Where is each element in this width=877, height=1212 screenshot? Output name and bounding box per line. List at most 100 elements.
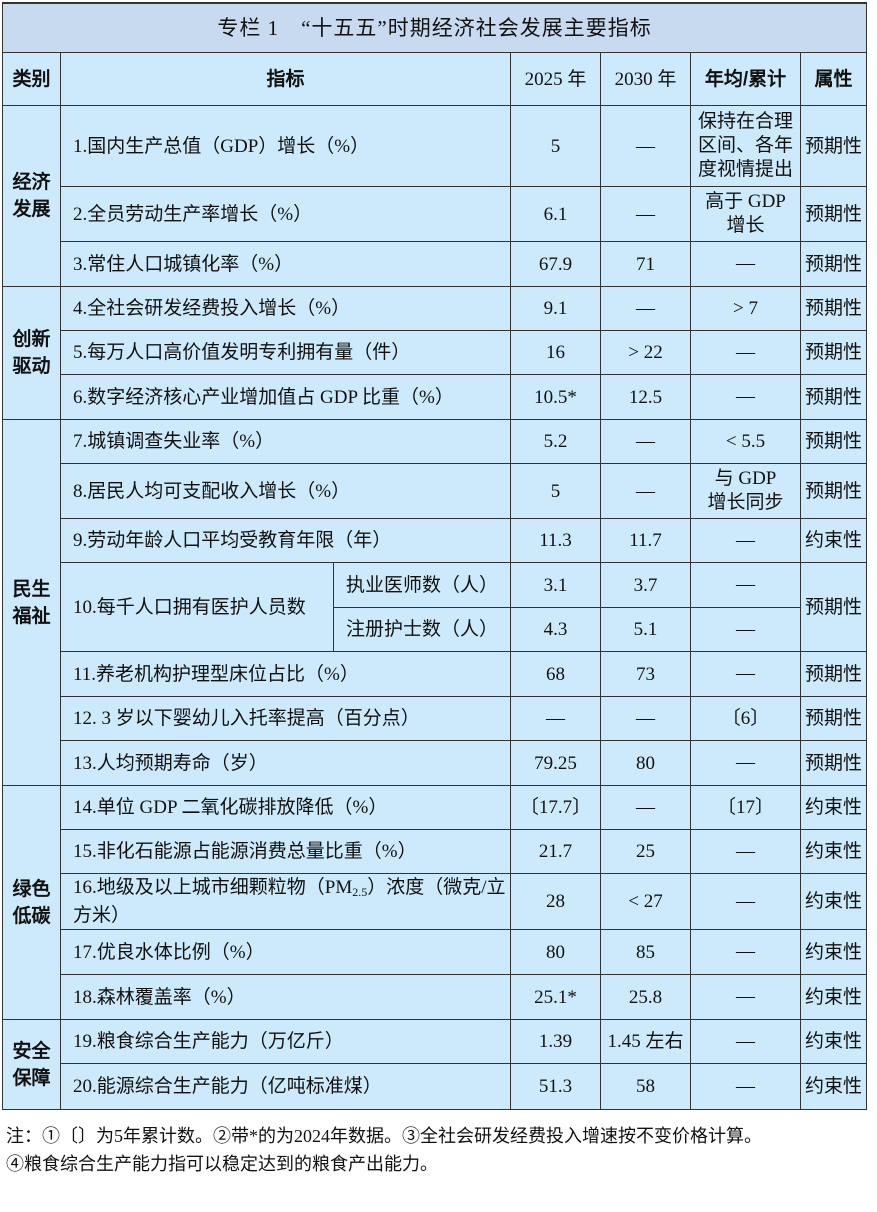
indicator-table: 专栏 1 “十五五”时期经济社会发展主要指标 类别 指标 2025 年 2030… [1, 2, 868, 1110]
value-2030-cell: — [600, 105, 691, 187]
annual-cumulative-cell: — [690, 241, 801, 287]
annual-cumulative-cell: — [690, 607, 801, 652]
annual-cumulative-cell: 〔17〕 [690, 785, 801, 830]
header-2030: 2030 年 [600, 52, 691, 106]
value-2030-cell: — [600, 419, 691, 464]
value-2030-cell: — [600, 286, 691, 331]
indicator-cell: 13.人均预期寿命（岁） [60, 740, 511, 786]
value-2030-cell: — [600, 463, 691, 519]
value-2030-cell: 5.1 [600, 607, 691, 652]
indicator-cell: 15.非化石能源占能源消费总量比重（%） [60, 829, 511, 874]
attribute-cell: 约束性 [799, 974, 868, 1020]
indicator-text-sub: 2.5 [352, 885, 368, 899]
table-row: 安全 保障 19.粮食综合生产能力（万亿斤） 1.39 1.45 左右 — 约束性 [2, 1019, 868, 1110]
value-2025-cell: 3.1 [510, 562, 601, 608]
value-2030-cell: 71 [600, 241, 691, 287]
indicator-cell: 20.能源综合生产能力（亿吨标准煤） [60, 1063, 511, 1110]
table-row: 18.森林覆盖率（%） 25.1* 25.8— 约束性 [3, 974, 868, 1020]
table-row: 9.劳动年龄人口平均受教育年限（年） 11.3 11.7— 约束性 [3, 518, 868, 563]
table-row: 15.非化石能源占能源消费总量比重（%） 21.7 25— 约束性 [3, 829, 868, 874]
indicator-cell: 2.全员劳动生产率增长（%） [60, 186, 511, 242]
table-row: 2.全员劳动生产率增长（%） 6.1— 高于 GDP 增长 预期性 [3, 186, 868, 242]
value-2030-cell: 12.5 [600, 374, 691, 420]
value-2030-cell: 25 [600, 829, 691, 874]
indicator-text-pre: 16.地级及以上城市细颗粒物（PM [73, 877, 353, 898]
table-row: 3.常住人口城镇化率（%） 67.9 71— 预期性 [3, 241, 868, 287]
table-row: 绿色 低碳 14.单位 GDP 二氧化碳排放降低（%） 〔17.7〕 — 〔17〕 约束性 [2, 785, 868, 1020]
attribute-cell: 预期性 [799, 374, 868, 420]
annual-cumulative-cell: — [690, 374, 801, 420]
value-2030-cell: 1.45 左右 [600, 1019, 691, 1064]
value-2030-cell: 25.8 [600, 974, 691, 1020]
category-cell: 绿色 低碳 [2, 785, 61, 1020]
indicator-cell: 5.每万人口高价值发明专利拥有量（件） [60, 330, 511, 375]
indicator-cell: 16.地级及以上城市细颗粒物（PM2.5）浓度（微克/立方米） [60, 873, 511, 930]
annual-cumulative-cell: < 5.5 [690, 419, 801, 464]
value-2025-cell: 16 [510, 330, 601, 375]
table-row: 5.每万人口高价值发明专利拥有量（件） 16 > 22— 预期性 [3, 330, 868, 375]
header-attribute: 属性 [799, 52, 868, 106]
attribute-cell: 预期性 [799, 419, 868, 464]
annual-cumulative-cell: — [690, 518, 801, 563]
value-2030-cell: — [600, 785, 691, 830]
indicator-cell: 3.常住人口城镇化率（%） [60, 241, 511, 287]
header-annual: 年均/累计 [690, 52, 801, 106]
value-2030-cell: 80 [600, 740, 691, 786]
indicator-cell: 10.每千人口拥有医护人员数 [60, 562, 334, 652]
annual-cumulative-cell: — [690, 1063, 801, 1110]
value-2030-cell: 3.7 [600, 562, 691, 608]
header-row: 类别 指标 2025 年 2030 年 年均/累计 属性 [2, 52, 868, 106]
value-2025-cell: 4.3 [510, 607, 601, 652]
annual-cumulative-cell: 与 GDP 增长同步 [690, 463, 801, 519]
value-2030-cell: 11.7 [600, 518, 691, 563]
table-row: 6.数字经济核心产业增加值占 GDP 比重（%） 10.5* 12.5— 预期性 [3, 374, 868, 420]
header-category: 类别 [2, 52, 61, 106]
value-2025-cell: 51.3 [510, 1063, 601, 1110]
attribute-cell: 预期性 [799, 186, 868, 242]
value-2025-cell: 80 [510, 929, 601, 975]
table-row: 8.居民人均可支配收入增长（%） 5— 与 GDP 增长同步 预期性 [3, 463, 868, 519]
value-2030-cell: — [600, 186, 691, 242]
sub-indicator-cell: 注册护士数（人） [333, 607, 511, 652]
table-notes: 注：①〔〕为5年累计数。②带*的为2024年数据。③全社会研发经费投入增速按不变… [6, 1122, 762, 1178]
value-2025-cell: 5 [510, 463, 601, 519]
value-2030-cell: 58 [600, 1063, 691, 1110]
annual-cumulative-cell: — [690, 651, 801, 697]
value-2025-cell: 5 [510, 105, 601, 187]
annual-cumulative-cell: 高于 GDP 增长 [690, 186, 801, 242]
value-2025-cell: 67.9 [510, 241, 601, 287]
indicator-cell: 1.国内生产总值（GDP）增长（%） [60, 105, 511, 187]
indicator-cell: 19.粮食综合生产能力（万亿斤） [60, 1019, 511, 1064]
value-2025-cell: 1.39 [510, 1019, 601, 1064]
annual-cumulative-cell: — [690, 330, 801, 375]
indicator-text-post: ）浓度（微克/立方米） [73, 877, 506, 926]
annual-cumulative-cell: — [690, 1019, 801, 1064]
header-indicator: 指标 [60, 52, 511, 106]
attribute-cell: 约束性 [799, 829, 868, 874]
indicator-table-panel: 专栏 1 “十五五”时期经济社会发展主要指标 类别 指标 2025 年 2030… [1, 2, 868, 1110]
value-2025-cell: 10.5* [510, 374, 601, 420]
indicator-cell: 8.居民人均可支配收入增长（%） [60, 463, 511, 519]
attribute-cell: 约束性 [799, 873, 868, 930]
attribute-cell: 预期性 [799, 696, 868, 741]
attribute-cell: 预期性 [799, 463, 868, 519]
value-2030-cell: > 22 [600, 330, 691, 375]
attribute-cell: 约束性 [799, 1063, 868, 1110]
attribute-cell: 约束性 [799, 518, 868, 563]
table-row: 10.每千人口拥有医护人员数 执业医师数（人） 3.1 3.7— 预期性 [3, 562, 868, 652]
table-row: 20.能源综合生产能力（亿吨标准煤） 51.3 58— 约束性 [3, 1063, 868, 1110]
table-row: 11.养老机构护理型床位占比（%） 68 73— 预期性 [3, 651, 868, 697]
indicator-cell: 11.养老机构护理型床位占比（%） [60, 651, 511, 697]
note-line: 注：①〔〕为5年累计数。②带*的为2024年数据。③全社会研发经费投入增速按不变… [6, 1126, 762, 1146]
attribute-cell: 预期性 [799, 651, 868, 697]
table-row: 12. 3 岁以下婴幼儿入托率提高（百分点） — — 〔6〕 预期性 [3, 696, 868, 741]
value-2025-cell: 28 [510, 873, 601, 930]
annual-cumulative-cell: 保持在合理区间、各年度视情提出 [690, 105, 801, 187]
attribute-cell: 约束性 [799, 1019, 868, 1064]
sub-indicator-cell: 执业医师数（人） [333, 562, 511, 608]
table-row: 注册护士数（人） 4.3 5.1— [3, 607, 867, 652]
header-2025: 2025 年 [510, 52, 601, 106]
value-2025-cell: 6.1 [510, 186, 601, 242]
annual-cumulative-cell: — [690, 974, 801, 1020]
value-2025-cell: 5.2 [510, 419, 601, 464]
